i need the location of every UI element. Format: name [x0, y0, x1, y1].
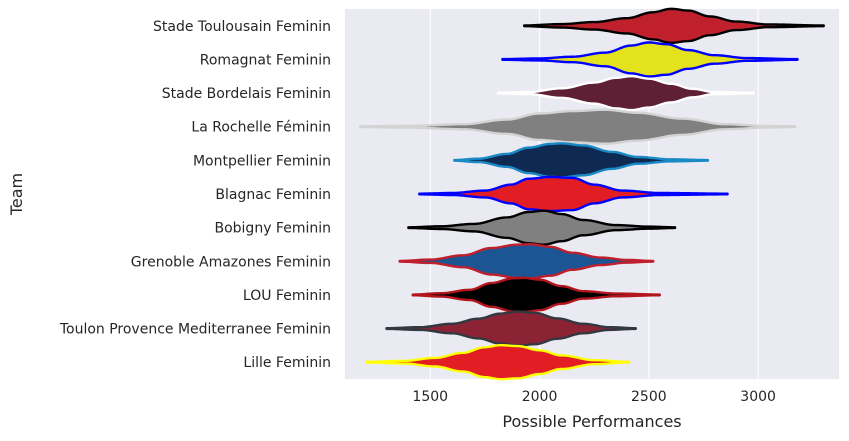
- violin-9: [411, 276, 661, 314]
- violin-1: [523, 7, 825, 45]
- violin-7: [407, 209, 677, 246]
- y-tick-label: Grenoble Amazones Feminin: [131, 254, 331, 270]
- y-tick-label: Bobigny Feminin: [214, 221, 331, 237]
- y-tick-label: La Rochelle Féminin: [191, 120, 331, 136]
- y-tick-label: Romagnat Feminin: [200, 52, 331, 68]
- y-tick-labels: Stade Toulousain Feminin Romagnat Feminin…: [59, 19, 331, 371]
- y-axis-label: Team: [7, 173, 26, 216]
- violin-11: [365, 343, 631, 381]
- y-tick-label: Stade Toulousain Feminin: [153, 19, 331, 35]
- violin-10: [385, 310, 637, 347]
- y-tick-label: Stade Bordelais Feminin: [162, 86, 331, 102]
- x-tick-label: 3000: [740, 389, 776, 405]
- y-tick-label: Lille Feminin: [243, 355, 331, 371]
- x-tick-label: 2000: [522, 389, 558, 405]
- y-tick-label: Toulon Provence Mediterranee Feminin: [59, 322, 331, 338]
- x-tick-label: 1500: [412, 389, 448, 405]
- violin-2: [501, 41, 799, 78]
- y-tick-label: Montpellier Feminin: [193, 153, 331, 169]
- x-tick-labels: 1500 2000 2500 3000: [412, 389, 776, 405]
- violin-8: [398, 243, 655, 280]
- violin-3: [496, 74, 755, 112]
- violin-5: [453, 142, 710, 179]
- y-tick-label: Blagnac Feminin: [215, 187, 331, 203]
- violins: [359, 7, 825, 381]
- violin-6: [418, 175, 729, 213]
- y-tick-label: LOU Feminin: [243, 288, 331, 304]
- violin-4: [359, 108, 797, 145]
- x-axis-label: Possible Performances: [502, 412, 681, 431]
- x-tick-label: 2500: [631, 389, 667, 405]
